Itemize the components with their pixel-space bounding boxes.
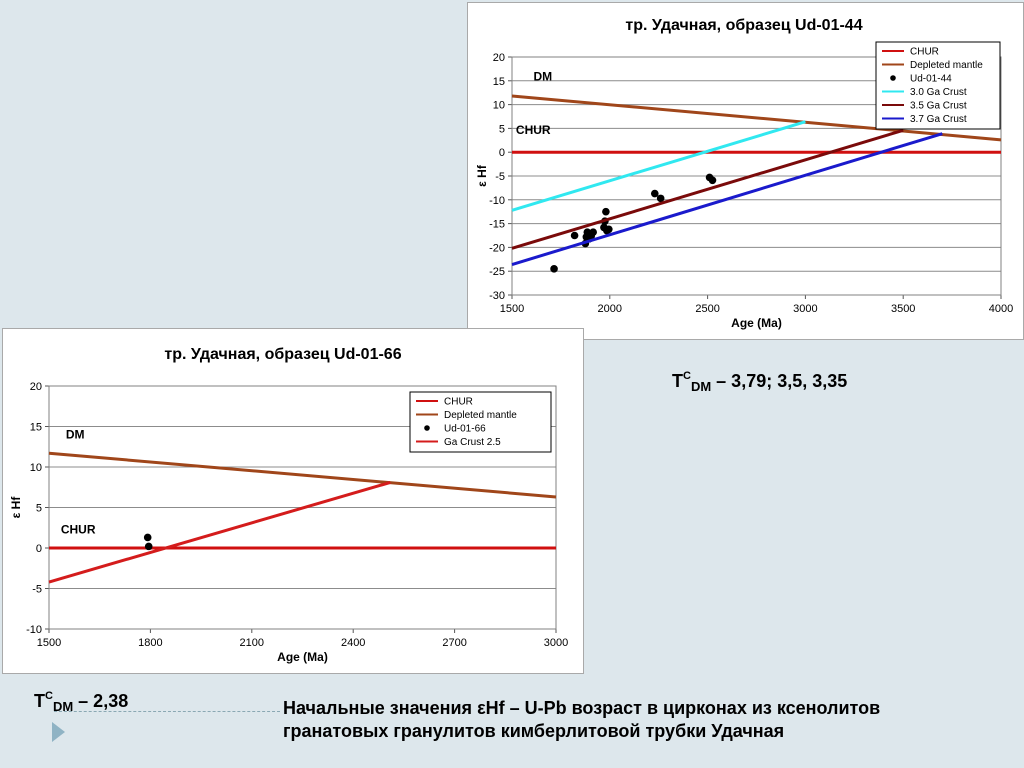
chart2-series-ga-crust-2-5-line — [48, 480, 391, 584]
chart1-series-ud-01-44-point — [570, 231, 579, 240]
footer-divider — [54, 711, 280, 712]
chart1-annotation-dm: DM — [534, 69, 553, 83]
chart1-legend-label: 3.7 Ga Crust — [910, 114, 967, 125]
chart1-series-3-5-ga-crust-line — [511, 128, 904, 250]
chart1-ytick-label: -20 — [489, 242, 505, 254]
chart1-legend-label: 3.5 Ga Crust — [910, 101, 967, 112]
chart1-series-ud-01-44-point — [605, 225, 613, 234]
chart2-xtick-label: 1500 — [37, 637, 61, 649]
chart1-legend-label: CHUR — [910, 47, 939, 58]
chart1-y-axis-title: ε Hf — [475, 164, 489, 187]
chart-ud-01-66-svg: тр. Удачная, образец Ud-01-66 -10 -5 0 5 10 15… — [9, 346, 568, 664]
chart1-series-ud-01-44-point — [650, 189, 659, 198]
chart1-series-ud-01-44-point — [656, 194, 665, 203]
chart1-xtick-label: 2500 — [695, 303, 719, 315]
chart1-ytick-label: 5 — [499, 123, 505, 135]
chart1-ytick-label: 20 — [493, 52, 505, 64]
slide-caption: Начальные значения εHf – U-Pb возраст в … — [283, 697, 1003, 743]
chart2-xtick-label: 3000 — [544, 637, 568, 649]
chart2-ytick-label: 15 — [30, 422, 42, 434]
chart2-legend-swatch — [424, 425, 430, 431]
chart-ud-01-44: тр. Удачная, образец Ud-01-44 -30 -25 -20 -1… — [467, 2, 1024, 340]
chart2-ytick-label: 10 — [30, 462, 42, 474]
chart1-ytick-label: 0 — [499, 147, 505, 159]
chart2-series-depleted-mantle-line — [48, 451, 557, 499]
chart2-ytick-label: 5 — [36, 503, 42, 515]
chart2-plot-frame — [48, 385, 557, 630]
tdm2-label: T — [34, 691, 45, 711]
chart1-legend-box — [875, 41, 1001, 130]
chart2-xtick-label: 1800 — [138, 637, 162, 649]
chart2-series-ud-01-66-point — [144, 542, 153, 551]
chart2-legend-label: Ga Crust 2.5 — [444, 437, 501, 448]
chart1-ytick-label: -5 — [495, 171, 505, 183]
chart1-legend-label: Ud-01-44 — [910, 74, 952, 85]
chart1-ytick-label: -10 — [489, 195, 505, 207]
chart1-series-3-7-ga-crust-line — [511, 132, 943, 266]
tdm1-sub: DM — [690, 379, 712, 394]
chart1-legend-label: Depleted mantle — [910, 60, 983, 71]
chart1-xtick-label: 2000 — [598, 303, 622, 315]
chart2-series-ud-01-66-point — [143, 533, 152, 542]
chart1-ytick-label: 10 — [493, 100, 505, 112]
chart2-annotation-dm: DM — [66, 428, 85, 442]
chart2-annotation-chur: CHUR — [61, 522, 96, 536]
chart1-ytick-label: -30 — [489, 290, 505, 302]
chart2-legend-label: Depleted mantle — [444, 410, 517, 421]
chart1-xtick-label: 3000 — [793, 303, 817, 315]
chart1-series-ud-01-44-point — [550, 265, 558, 273]
chart1-ytick-label: -15 — [489, 219, 505, 231]
chart-ud-01-66: тр. Удачная, образец Ud-01-66 -10 -5 0 5 10 15… — [2, 328, 584, 674]
tdm-values-ud-01-44: TCDM – 3,79; 3,5, 3,35 — [672, 370, 847, 394]
next-slide-arrow-icon[interactable] — [52, 722, 65, 742]
tdm1-values: – 3,79; 3,5, 3,35 — [711, 371, 848, 391]
chart1-plot-frame — [511, 56, 1002, 296]
chart2-x-axis-title: Age (Ma) — [277, 650, 328, 664]
chart1-series-ud-01-44-point — [708, 176, 717, 185]
chart2-title: тр. Удачная, образец Ud-01-66 — [164, 346, 401, 363]
chart1-legend-swatch — [890, 75, 896, 81]
chart2-xtick-label: 2400 — [341, 637, 365, 649]
chart1-x-axis-title: Age (Ma) — [731, 316, 782, 330]
chart2-legend-label: Ud-01-66 — [444, 424, 486, 435]
chart1-series-3-0-ga-crust-line — [511, 120, 806, 212]
chart2-xtick-label: 2100 — [240, 637, 264, 649]
chart1-annotation-chur: CHUR — [516, 123, 551, 137]
chart1-series-depleted-mantle-line — [511, 94, 1002, 142]
tdm2-sup: C — [45, 690, 53, 702]
chart1-ytick-label: 15 — [493, 76, 505, 88]
tdm2-sub: DM — [52, 699, 74, 714]
chart1-legend-label: 3.0 Ga Crust — [910, 87, 967, 98]
chart1-xtick-label: 4000 — [989, 303, 1013, 315]
chart2-ytick-label: -5 — [32, 584, 42, 596]
chart1-xtick-label: 3500 — [891, 303, 915, 315]
slide-caption-line-2: гранатовых гранулитов кимберлитовой труб… — [283, 721, 785, 741]
chart1-ytick-label: -25 — [489, 266, 505, 278]
chart-ud-01-44-svg: тр. Удачная, образец Ud-01-44 -30 -25 -20 -1… — [475, 17, 1013, 330]
chart2-y-axis-title: ε Hf — [9, 496, 23, 519]
tdm1-label: T — [672, 371, 683, 391]
chart1-series-ud-01-44-point — [589, 228, 597, 236]
chart1-title: тр. Удачная, образец Ud-01-44 — [625, 17, 862, 34]
chart2-xtick-label: 2700 — [442, 637, 466, 649]
chart1-series-ud-01-44-point — [602, 207, 610, 216]
tdm-values-ud-01-66: TCDM – 2,38 — [34, 690, 128, 714]
chart2-ytick-label: 0 — [36, 543, 42, 555]
tdm2-values: – 2,38 — [73, 691, 129, 711]
chart1-xtick-label: 1500 — [500, 303, 524, 315]
chart2-ytick-label: -10 — [26, 624, 42, 636]
tdm1-sup: C — [683, 370, 691, 382]
chart2-ytick-label: 20 — [30, 381, 42, 393]
slide-caption-line-1: Начальные значения εHf – U-Pb возраст в … — [283, 698, 881, 718]
chart2-legend-label: CHUR — [444, 397, 473, 408]
